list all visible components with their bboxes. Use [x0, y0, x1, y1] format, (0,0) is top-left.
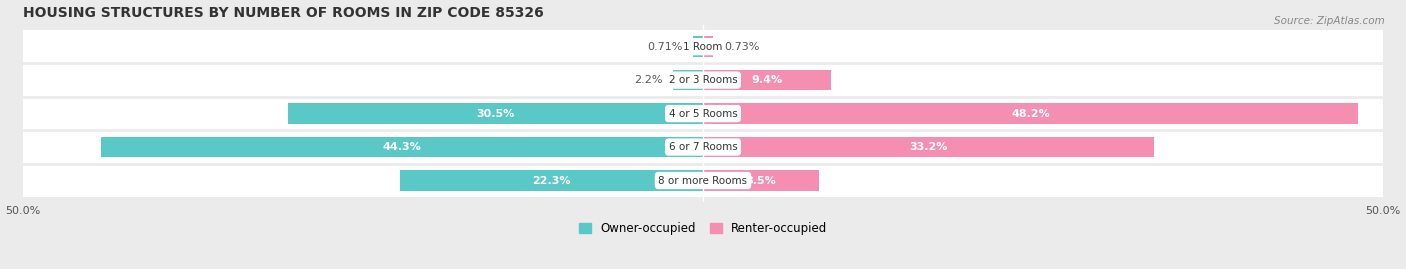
Text: 2 or 3 Rooms: 2 or 3 Rooms: [669, 75, 737, 85]
Text: 4 or 5 Rooms: 4 or 5 Rooms: [669, 109, 737, 119]
Text: 22.3%: 22.3%: [531, 175, 571, 186]
Bar: [703, 137, 1154, 157]
Text: Source: ZipAtlas.com: Source: ZipAtlas.com: [1274, 16, 1385, 26]
Bar: [22, 30, 1384, 63]
Bar: [22, 130, 1384, 164]
Bar: [288, 103, 703, 124]
Text: 8 or more Rooms: 8 or more Rooms: [658, 175, 748, 186]
Text: 1 Room: 1 Room: [683, 42, 723, 52]
Bar: [703, 103, 1358, 124]
Bar: [673, 70, 703, 90]
Text: 30.5%: 30.5%: [477, 109, 515, 119]
Bar: [703, 36, 713, 57]
Bar: [703, 170, 818, 191]
Bar: [693, 36, 703, 57]
Text: 2.2%: 2.2%: [634, 75, 662, 85]
Text: 44.3%: 44.3%: [382, 142, 422, 152]
Bar: [22, 97, 1384, 130]
Text: 9.4%: 9.4%: [751, 75, 783, 85]
Text: 0.71%: 0.71%: [647, 42, 682, 52]
Text: 6 or 7 Rooms: 6 or 7 Rooms: [669, 142, 737, 152]
Bar: [22, 63, 1384, 97]
Text: 48.2%: 48.2%: [1011, 109, 1050, 119]
Legend: Owner-occupied, Renter-occupied: Owner-occupied, Renter-occupied: [579, 222, 827, 235]
Bar: [22, 164, 1384, 197]
Bar: [399, 170, 703, 191]
Bar: [703, 70, 831, 90]
Text: 0.73%: 0.73%: [724, 42, 759, 52]
Text: 8.5%: 8.5%: [745, 175, 776, 186]
Text: HOUSING STRUCTURES BY NUMBER OF ROOMS IN ZIP CODE 85326: HOUSING STRUCTURES BY NUMBER OF ROOMS IN…: [22, 6, 544, 20]
Bar: [101, 137, 703, 157]
Text: 33.2%: 33.2%: [910, 142, 948, 152]
